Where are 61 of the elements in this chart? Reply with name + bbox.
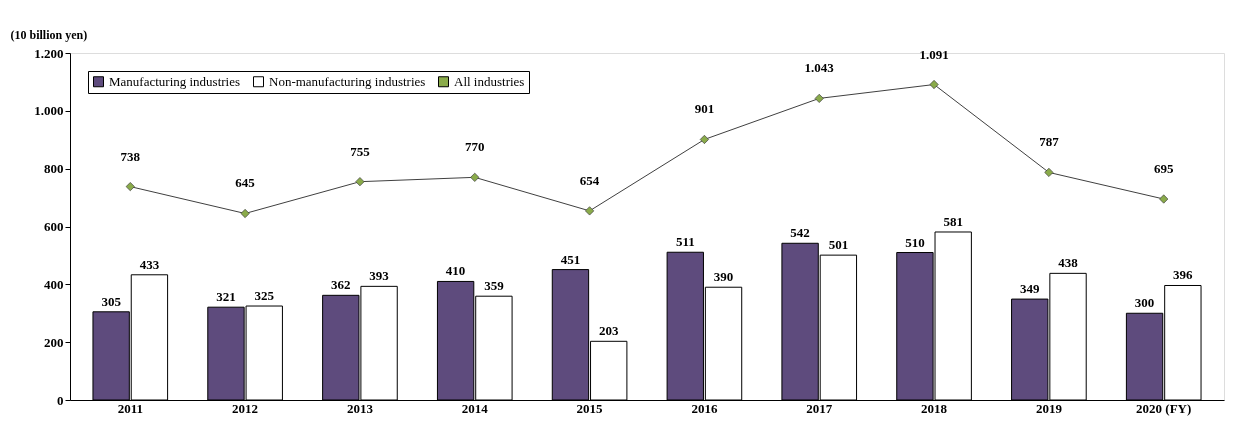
x-tick-label: 2016 — [691, 400, 718, 416]
data-label: 501 — [828, 237, 849, 253]
data-label: 300 — [1134, 295, 1155, 311]
x-tick-label: 2018 — [921, 400, 948, 416]
x-tick-label: 2012 — [232, 400, 259, 416]
data-label: 901 — [694, 101, 715, 117]
data-label: 581 — [943, 213, 963, 229]
data-label: 203 — [598, 323, 619, 339]
y-tick-label: 0 — [57, 392, 64, 408]
data-label: 542 — [790, 225, 810, 241]
point — [929, 79, 939, 90]
data-label: 396 — [1173, 267, 1194, 283]
data-label: 770 — [465, 139, 485, 155]
data-label: 359 — [484, 278, 505, 294]
data-label: 511 — [675, 234, 695, 250]
point — [1044, 167, 1054, 177]
point — [355, 177, 365, 187]
data-label: 510 — [905, 234, 925, 250]
data-label: 755 — [350, 143, 371, 159]
point — [585, 206, 595, 216]
data-label: 451 — [560, 251, 581, 267]
y-tick-label: 800 — [44, 161, 64, 177]
point — [470, 172, 480, 182]
point — [814, 93, 824, 103]
legend-label: Non-manufacturing industries — [269, 73, 426, 89]
data-label: 438 — [1058, 255, 1079, 271]
legend-label: All industries — [454, 73, 525, 89]
data-label: 787 — [1039, 134, 1060, 150]
data-label: 1.043 — [804, 60, 835, 76]
y-tick-label: 400 — [44, 276, 64, 292]
data-label: 321 — [216, 289, 236, 305]
y-axis-title: (10 billion yen) — [10, 27, 88, 42]
data-label: 393 — [369, 268, 390, 284]
y-tick-label: 1.200 — [34, 45, 64, 61]
data-label: 433 — [139, 256, 160, 272]
x-tick-label: 2020 (FY) — [1136, 400, 1192, 416]
x-tick-label: 2019 — [1035, 400, 1063, 416]
x-tick-label: 2013 — [346, 400, 374, 416]
data-label: 325 — [254, 288, 275, 304]
point — [240, 208, 250, 219]
point — [699, 134, 709, 144]
legend-label: Manufacturing industries — [109, 73, 241, 89]
data-label: 305 — [101, 293, 122, 309]
x-tick-label: 2017 — [806, 400, 833, 416]
y-tick-label: 1.000 — [34, 103, 64, 119]
data-label: 695 — [1153, 161, 1174, 177]
data-label: 645 — [235, 175, 256, 191]
x-tick-label: 2014 — [461, 400, 489, 416]
data-label: 654 — [579, 172, 600, 188]
data-label: 362 — [331, 277, 351, 293]
data-label: 390 — [713, 269, 734, 285]
x-tick-label: 2015 — [576, 400, 604, 416]
data-label: 349 — [1020, 281, 1040, 297]
data-label: 1.091 — [919, 46, 949, 62]
point — [1159, 194, 1169, 204]
data-label: 738 — [120, 148, 141, 164]
y-tick-label: 200 — [44, 334, 64, 350]
data-label: 410 — [445, 263, 466, 279]
point — [125, 182, 135, 192]
x-tick-label: 2011 — [117, 400, 143, 416]
y-tick-label: 600 — [44, 219, 64, 234]
